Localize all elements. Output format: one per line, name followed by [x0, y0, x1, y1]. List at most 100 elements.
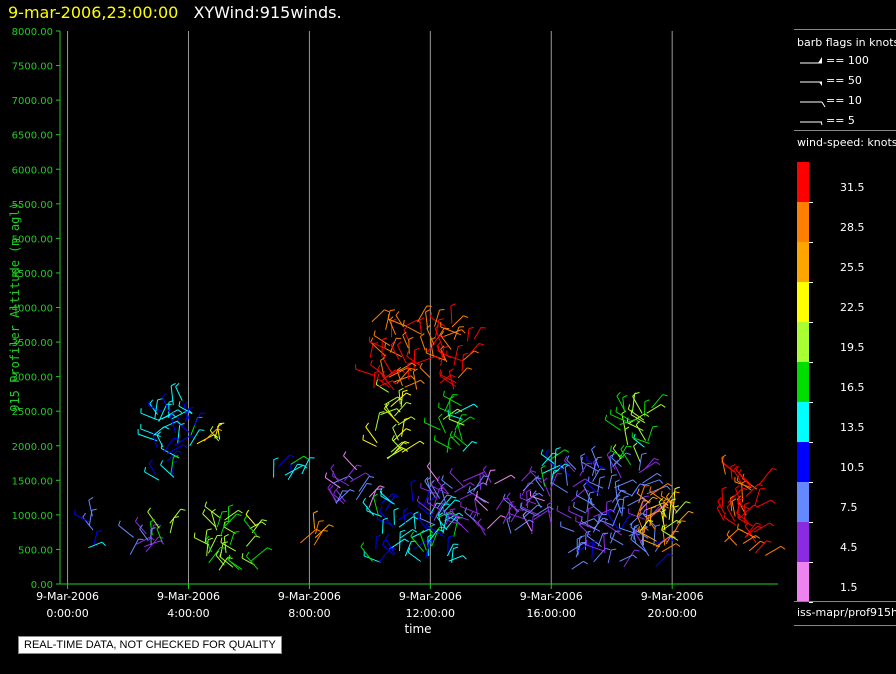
- wind-barb: [399, 529, 413, 539]
- wind-barb-flag: [343, 451, 347, 457]
- wind-barb: [384, 347, 402, 358]
- wind-barb-flag: [587, 462, 593, 465]
- wind-barb-flag: [373, 330, 376, 336]
- wind-barb: [223, 526, 236, 535]
- wind-barb-flag: [400, 446, 406, 450]
- scale-tick: [809, 402, 813, 403]
- wind-barb: [419, 320, 423, 336]
- wind-barb-flag: [398, 387, 404, 392]
- wind-barb: [440, 347, 445, 366]
- wind-barb-flag: [440, 331, 445, 336]
- wind-barb: [166, 450, 178, 462]
- wind-barb: [604, 419, 621, 431]
- wind-barb: [390, 441, 403, 453]
- wind-barb-flag: [592, 540, 598, 543]
- wind-barb-flag: [632, 479, 637, 484]
- wind-barb-flag: [426, 476, 432, 481]
- wind-barb: [443, 395, 462, 407]
- wind-barb: [746, 525, 759, 537]
- wind-barb: [575, 520, 596, 530]
- scale-swatch: [797, 522, 809, 562]
- wind-barb-flag: [379, 487, 383, 493]
- wind-barb-flag: [442, 505, 445, 511]
- wind-barb-flag: [766, 540, 772, 543]
- wind-barb-flag: [721, 486, 727, 490]
- wind-barb: [407, 551, 422, 562]
- wind-barb: [384, 496, 395, 512]
- wind-barb-flag: [597, 456, 603, 459]
- wind-barb: [461, 354, 464, 372]
- wind-barb: [723, 516, 736, 526]
- wind-barb-flag: [658, 498, 664, 503]
- wind-barb: [162, 396, 170, 412]
- wind-barb: [204, 529, 208, 543]
- wind-barb: [571, 560, 584, 570]
- wind-barb: [419, 517, 436, 526]
- wind-barb-flag: [547, 510, 553, 514]
- wind-barb-flag: [219, 422, 225, 425]
- barb-100-label: == 100: [826, 54, 869, 67]
- wind-barb: [576, 494, 595, 506]
- wind-barb: [169, 415, 177, 434]
- wind-barb-flag: [438, 512, 444, 516]
- wind-barb-flag: [134, 516, 139, 522]
- wind-barb: [453, 434, 469, 448]
- wind-barb-flag: [139, 524, 143, 530]
- wind-barb: [424, 480, 436, 499]
- wind-barb-flag: [411, 362, 417, 367]
- x-tick-label-time: 16:00:00: [527, 607, 576, 620]
- wind-barb: [449, 398, 451, 418]
- wind-barb: [571, 489, 585, 502]
- x-tick-label-date: 9-Mar-2006: [399, 590, 462, 603]
- scale-swatch: [797, 242, 809, 282]
- wind-barb: [744, 525, 757, 543]
- y-tick-label: 8000.00: [12, 27, 53, 38]
- wind-barb-flag: [407, 547, 411, 553]
- wind-barb: [738, 504, 755, 519]
- wind-barb: [194, 537, 210, 546]
- wind-barb: [216, 511, 223, 528]
- wind-barb-flag: [550, 477, 554, 483]
- wind-barb: [643, 518, 647, 534]
- wind-barb: [604, 523, 623, 536]
- wind-barb: [655, 535, 672, 548]
- scale-tick: [809, 282, 813, 283]
- wind-barb: [521, 470, 532, 482]
- wind-barb: [624, 429, 629, 445]
- wind-barb-flag: [478, 342, 484, 346]
- wind-barb: [369, 341, 387, 350]
- wind-barb-flag: [644, 399, 650, 403]
- wind-barb: [572, 478, 586, 488]
- wind-barb-flag: [379, 506, 383, 512]
- wind-barb: [314, 524, 330, 539]
- wind-barb-flag: [172, 460, 178, 464]
- wind-barb-flag: [611, 548, 617, 551]
- wind-barb-flag: [543, 477, 548, 482]
- wind-barb: [448, 414, 463, 420]
- wind-barb-flag: [407, 361, 413, 365]
- wind-barb: [502, 498, 520, 513]
- scale-tick: [809, 562, 813, 563]
- wind-barb-flag: [589, 491, 595, 494]
- wind-barb: [442, 510, 459, 519]
- wind-barb: [203, 428, 218, 442]
- wind-barb: [520, 497, 537, 505]
- scale-swatch: [797, 562, 809, 602]
- wind-barb-flag: [548, 506, 554, 510]
- wind-barb-flag: [222, 541, 229, 544]
- wind-barb-flag: [717, 497, 722, 502]
- wind-barb: [358, 476, 370, 492]
- wind-barb-flag: [649, 486, 652, 492]
- wind-barb-flag: [652, 496, 658, 500]
- wind-barb: [384, 408, 400, 424]
- wind-barb-flag: [224, 533, 229, 538]
- wind-barb-flag: [193, 532, 196, 538]
- wind-barb-flag: [632, 554, 637, 559]
- wind-barb-flag: [471, 441, 478, 444]
- wind-barb-flag: [188, 409, 193, 414]
- scale-label: 31.5: [840, 181, 865, 194]
- wind-barb-flag: [420, 333, 425, 337]
- wind-barb: [430, 340, 434, 357]
- wind-barb: [452, 514, 470, 521]
- wind-barb-flag: [101, 541, 106, 547]
